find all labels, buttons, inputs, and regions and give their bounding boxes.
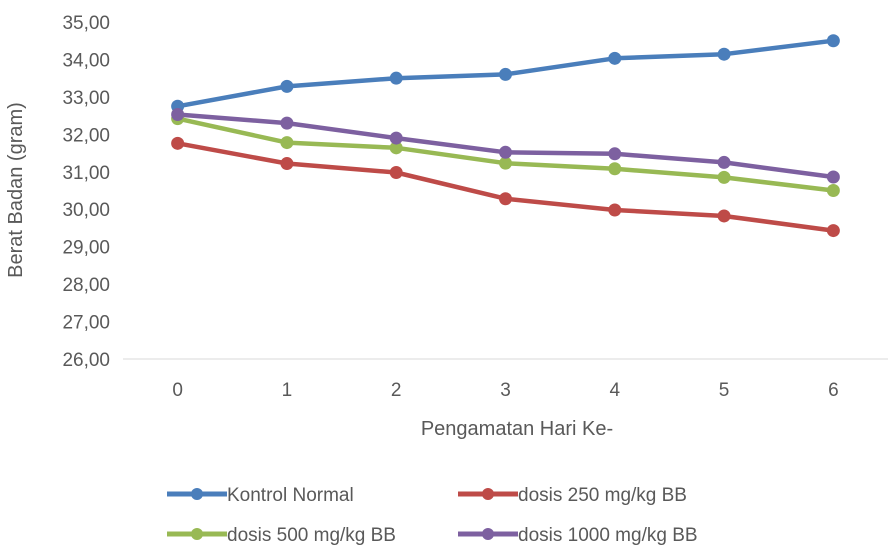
y-tick-label: 27,00	[62, 313, 110, 334]
y-tick-label: 34,00	[62, 50, 110, 71]
x-tick-label: 3	[500, 380, 511, 401]
y-tick-label: 32,00	[62, 125, 110, 146]
data-point	[280, 79, 294, 93]
data-point	[280, 136, 294, 150]
x-axis-tick-labels: 0 1 2 3 4 5 6	[172, 380, 838, 401]
legend-item: dosis 250 mg/kg BB	[458, 485, 687, 506]
legend-label: dosis 250 mg/kg BB	[518, 485, 687, 506]
x-tick-label: 0	[172, 380, 183, 401]
legend-item: Kontrol Normal	[167, 485, 354, 506]
legend-label: Kontrol Normal	[227, 485, 354, 506]
x-tick-label: 4	[609, 380, 620, 401]
data-point	[826, 224, 840, 238]
data-point	[717, 170, 731, 184]
legend-item: dosis 500 mg/kg BB	[167, 525, 396, 546]
data-point	[171, 107, 185, 121]
series-points	[171, 34, 840, 238]
data-point	[608, 51, 622, 65]
data-point	[826, 170, 840, 184]
data-point	[826, 184, 840, 197]
data-point	[389, 71, 403, 85]
data-point	[717, 155, 731, 169]
x-tick-label: 6	[828, 380, 839, 401]
data-point	[389, 141, 403, 155]
legend-swatch-marker	[191, 528, 203, 540]
y-tick-label: 31,00	[62, 163, 110, 184]
y-tick-label: 26,00	[62, 350, 110, 371]
legend-label: dosis 500 mg/kg BB	[227, 525, 396, 546]
data-point	[826, 34, 840, 48]
data-point	[608, 147, 622, 161]
x-axis-title: Pengamatan Hari Ke-	[421, 418, 613, 440]
legend: Kontrol Normal dosis 250 mg/kg BB dosis …	[167, 485, 698, 546]
data-point	[280, 157, 294, 171]
y-axis-tick-labels: 26,00 27,00 28,00 29,00 30,00 31,00 32,00 33,00…	[62, 13, 110, 371]
data-point	[389, 131, 403, 145]
y-tick-label: 30,00	[62, 200, 110, 221]
y-tick-label: 29,00	[62, 238, 110, 259]
data-point	[717, 209, 731, 223]
y-axis-title: Berat Badan (gram)	[5, 102, 27, 278]
y-tick-label: 35,00	[62, 13, 110, 34]
data-point	[171, 136, 185, 150]
legend-item: dosis 1000 mg/kg BB	[458, 525, 698, 546]
data-point	[499, 192, 512, 206]
data-point	[608, 203, 622, 217]
data-point	[717, 47, 731, 61]
data-point	[499, 156, 512, 170]
y-tick-label: 33,00	[62, 88, 110, 109]
legend-swatch-marker	[482, 528, 494, 540]
x-tick-label: 1	[282, 380, 293, 401]
legend-label: dosis 1000 mg/kg BB	[518, 525, 698, 546]
legend-swatch-marker	[191, 488, 203, 500]
x-tick-label: 2	[391, 380, 402, 401]
x-tick-label: 5	[719, 380, 730, 401]
data-point	[499, 145, 512, 159]
data-point	[499, 67, 512, 81]
data-point	[389, 166, 403, 180]
data-point	[280, 116, 294, 130]
legend-swatch-marker	[482, 488, 494, 500]
y-tick-label: 28,00	[62, 275, 110, 296]
data-point	[608, 162, 622, 176]
